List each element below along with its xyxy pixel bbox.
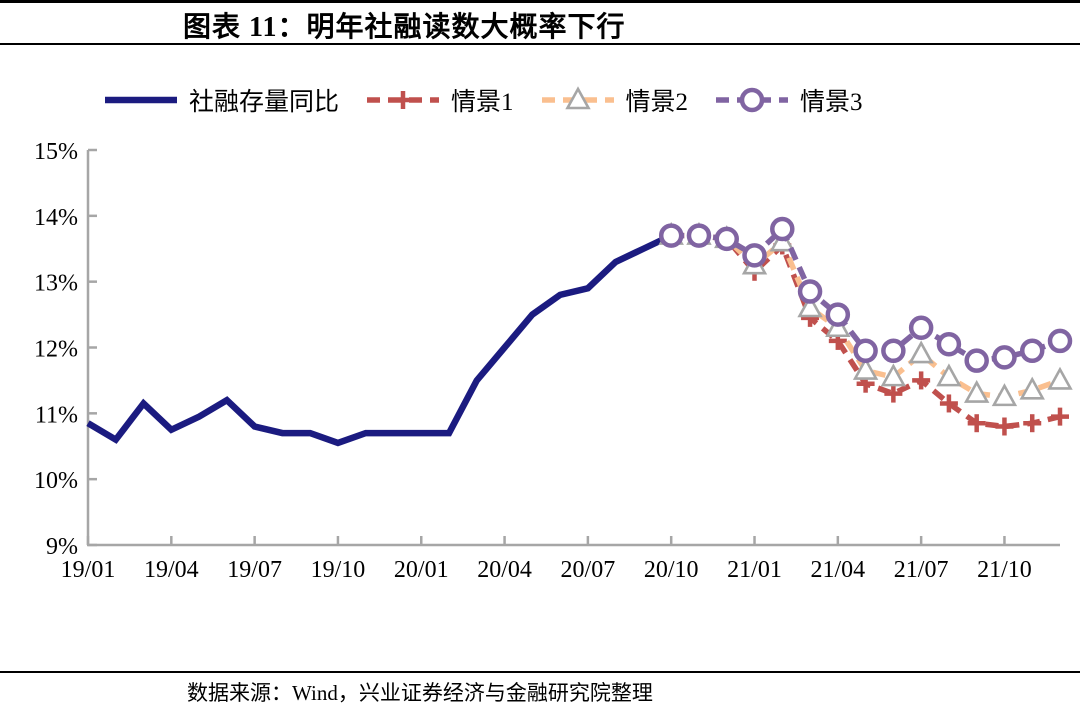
- series-情景3: [658, 216, 1073, 373]
- circle-marker: [797, 279, 823, 304]
- x-tick-label: 19/04: [144, 557, 199, 583]
- x-tick-label: 20/01: [394, 557, 449, 583]
- circle-marker: [686, 223, 712, 248]
- circle-marker: [742, 243, 767, 268]
- circle-marker: [825, 302, 851, 327]
- triangle-marker: [908, 340, 934, 364]
- triangle-marker: [564, 86, 591, 110]
- triangle-marker: [963, 379, 990, 403]
- footer-rule: [0, 671, 1080, 673]
- x-tick-label: 19/01: [61, 557, 116, 583]
- top-rule: [0, 0, 1080, 3]
- x-tick-label: 19/10: [311, 557, 366, 583]
- triangle-marker: [936, 363, 962, 387]
- x-tick-label: 20/04: [477, 557, 532, 583]
- x-tick-label: 20/07: [561, 557, 616, 583]
- y-tick-label: 14%: [34, 205, 78, 231]
- legend-swatch: [541, 86, 614, 110]
- x-tick-label: 19/07: [227, 557, 282, 583]
- series-line: [86, 232, 673, 447]
- circle-marker: [964, 348, 989, 373]
- figure-title: 图表 11：明年社融读数大概率下行: [183, 12, 626, 43]
- legend-label: 情景1: [451, 89, 514, 116]
- circle-marker: [658, 223, 684, 248]
- y-tick-label: 9%: [46, 534, 78, 560]
- y-tick-label: 15%: [34, 139, 78, 165]
- x-tick-label: 21/04: [810, 557, 865, 583]
- x-tick-label: 21/07: [894, 557, 949, 583]
- legend-item-社融存量同比: 社融存量同比: [103, 82, 339, 118]
- y-tick-label: 13%: [34, 271, 78, 297]
- legend-swatch: [716, 87, 789, 113]
- chart-legend: 社融存量同比 情景1 情景2 情景3: [103, 82, 863, 118]
- x-tick-label: 21/01: [727, 557, 782, 583]
- triangle-marker: [991, 383, 1018, 407]
- circle-marker: [992, 345, 1017, 370]
- legend-item-情景2: 情景2: [540, 82, 689, 118]
- triangle-marker: [1047, 366, 1073, 390]
- legend-swatch: [105, 96, 177, 104]
- triangle-marker: [880, 363, 907, 387]
- x-tick-label: 20/10: [644, 557, 699, 583]
- legend-swatch: [367, 91, 440, 109]
- y-tick-label: 11%: [35, 402, 78, 428]
- series-社融存量同比: [86, 232, 673, 447]
- legend-item-情景1: 情景1: [365, 82, 514, 118]
- y-tick-label: 12%: [34, 337, 78, 363]
- legend-label: 社融存量同比: [189, 89, 340, 116]
- legend-label: 情景3: [800, 89, 863, 116]
- circle-marker: [908, 315, 934, 340]
- y-tick-label: 10%: [34, 468, 78, 494]
- circle-marker: [881, 338, 906, 364]
- circle-marker: [1019, 338, 1045, 364]
- circle-marker: [853, 338, 878, 364]
- data-source: 数据来源：Wind，兴业证券经济与金融研究院整理: [187, 681, 653, 705]
- x-tick-label: 21/10: [977, 557, 1032, 583]
- circle-marker: [739, 87, 765, 113]
- circle-marker: [936, 331, 962, 357]
- title-rule: [0, 43, 1080, 45]
- series-情景2: [658, 221, 1073, 407]
- legend-item-情景3: 情景3: [714, 82, 863, 118]
- triangle-marker: [797, 294, 823, 318]
- circle-marker: [714, 226, 739, 252]
- circle-marker: [1047, 328, 1073, 354]
- triangle-marker: [1019, 376, 1045, 400]
- triangle-marker: [852, 356, 879, 380]
- legend-label: 情景2: [625, 89, 689, 116]
- circle-marker: [770, 216, 795, 242]
